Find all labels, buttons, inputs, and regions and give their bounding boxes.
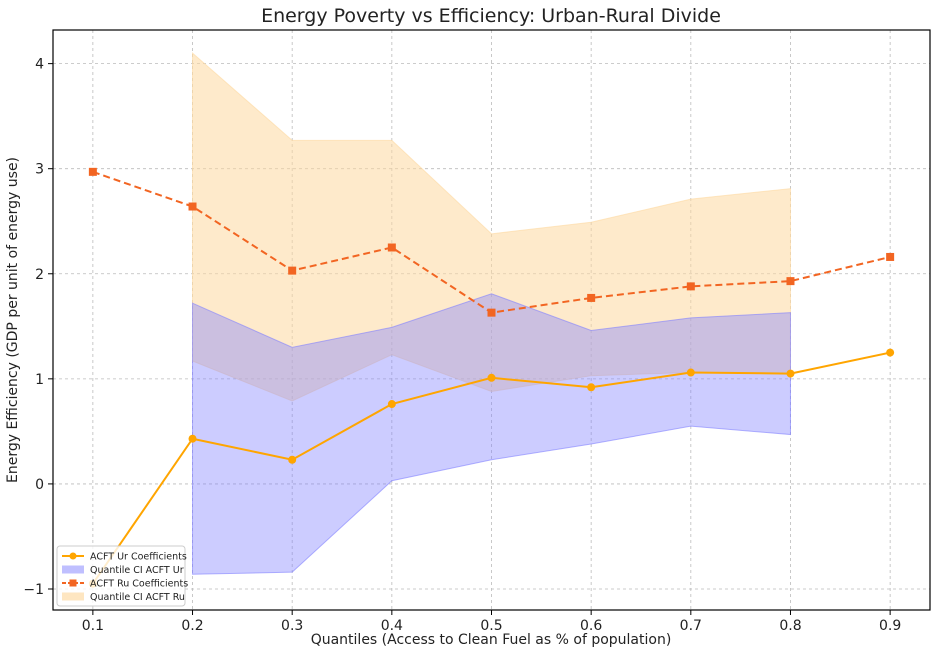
- series-lines: [88, 167, 895, 588]
- x-tick-label: 0.7: [680, 618, 702, 634]
- x-tick-label: 0.5: [480, 618, 502, 634]
- rural-data-point: [88, 167, 97, 176]
- rural-data-point: [686, 282, 695, 291]
- y-tick-label: 1: [35, 372, 44, 388]
- rural-data-point: [786, 277, 795, 286]
- legend: ACFT Ur Coefficients Quantile CI ACFT Ur A…: [56, 545, 188, 607]
- ci-band-urban: [192, 293, 791, 575]
- urban-data-point: [288, 455, 297, 464]
- legend-marker: [69, 552, 77, 560]
- legend-band-swatch: [62, 565, 84, 574]
- legend-marker: [69, 579, 77, 587]
- rural-data-point: [188, 202, 197, 211]
- rural-data-point: [387, 243, 396, 252]
- y-tick-label: 4: [35, 57, 44, 73]
- ticks: 0.1 0.2 0.3 0.4 0.5 0.6 0.7 0.8 0.9 −1 0 1 2 3 4: [23, 57, 901, 634]
- chart-title: Energy Poverty vs Efficiency: Urban-Rura…: [261, 5, 721, 27]
- rural-data-point: [886, 252, 895, 261]
- y-axis-label: Energy Efficiency (GDP per unit of energ…: [5, 157, 21, 483]
- x-tick-label: 0.2: [181, 618, 203, 634]
- y-tick-label: −1: [23, 582, 44, 598]
- y-tick-label: 3: [35, 162, 44, 178]
- legend-band-swatch: [62, 592, 84, 601]
- y-tick-label: 2: [35, 267, 44, 283]
- urban-data-point: [487, 373, 496, 382]
- legend-label: Quantile CI ACFT Ur: [90, 565, 184, 576]
- x-tick-label: 0.4: [381, 618, 403, 634]
- urban-data-point: [387, 400, 396, 409]
- legend-label: ACFT Ur Coefficients: [90, 552, 187, 563]
- x-tick-label: 0.9: [879, 618, 901, 634]
- x-tick-label: 0.1: [82, 618, 104, 634]
- rural-data-point: [587, 293, 596, 302]
- x-tick-label: 0.6: [580, 618, 602, 634]
- rural-data-point: [288, 266, 297, 275]
- urban-data-point: [886, 348, 895, 357]
- legend-box: [56, 545, 186, 607]
- rural-data-point: [487, 308, 496, 317]
- x-tick-label: 0.8: [779, 618, 801, 634]
- x-axis-label: Quantiles (Access to Clean Fuel as % of …: [311, 632, 672, 648]
- urban-data-point: [686, 368, 695, 377]
- urban-data-point: [188, 434, 197, 443]
- legend-label: Quantile CI ACFT Ru: [90, 592, 185, 603]
- legend-label: ACFT Ru Coefficients: [90, 579, 188, 590]
- urban-data-point: [786, 369, 795, 378]
- y-tick-label: 0: [35, 477, 44, 493]
- x-tick-label: 0.3: [281, 618, 303, 634]
- urban-data-point: [587, 383, 596, 392]
